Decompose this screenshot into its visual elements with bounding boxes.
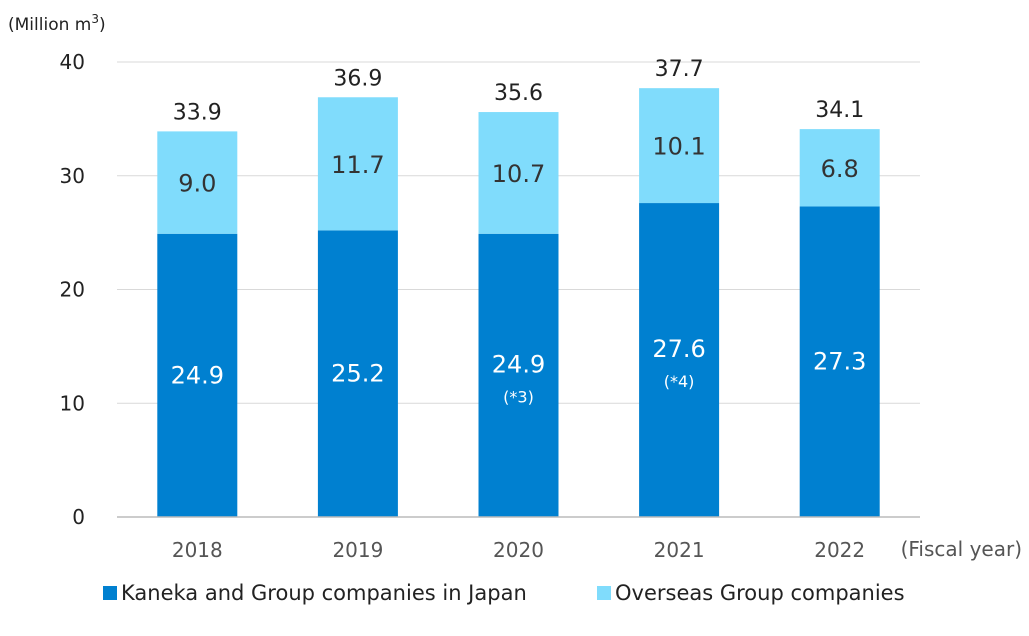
bar-segment-overseas	[317, 97, 398, 231]
x-tick-label: 2018	[172, 538, 223, 562]
data-label-overseas: 6.8	[821, 155, 859, 183]
data-label-total: 37.7	[655, 57, 704, 82]
x-tick-label: 2019	[332, 538, 383, 562]
y-tick-label: 20	[60, 278, 85, 302]
data-label-overseas: 9.0	[178, 170, 216, 198]
data-label-note: (*3)	[503, 387, 534, 406]
y-tick-label: 0	[72, 505, 85, 529]
data-label-total: 35.6	[494, 81, 543, 106]
x-axis-labels: 2018 2019 2020 2021 2022	[172, 538, 865, 562]
bar-segment-overseas	[478, 112, 559, 234]
x-tick-label: 2020	[493, 538, 544, 562]
data-label-overseas: 10.1	[652, 133, 705, 161]
bar-segment-japan	[799, 206, 880, 517]
bar-segment-japan	[639, 203, 720, 518]
y-axis-unit-label: (Million m3)	[8, 12, 106, 35]
data-label-total: 34.1	[815, 98, 864, 123]
data-label-japan: 24.9	[492, 350, 545, 378]
bar-segment-japan	[478, 233, 559, 517]
legend-swatch-japan	[103, 586, 117, 600]
data-label-japan: 24.9	[171, 361, 224, 389]
x-tick-label: 2022	[814, 538, 865, 562]
bar-segment-japan	[317, 230, 398, 517]
bar-segment-japan	[157, 233, 238, 517]
legend: Kaneka and Group companies in Japan Overs…	[103, 581, 905, 605]
x-tick-label: 2021	[654, 538, 705, 562]
bar-segment-overseas	[799, 129, 880, 207]
data-label-overseas: 11.7	[331, 151, 384, 179]
x-axis-unit-label: (Fiscal year)	[901, 537, 1022, 561]
data-label-overseas: 10.7	[492, 160, 545, 188]
legend-swatch-overseas	[597, 586, 611, 600]
y-tick-label: 10	[60, 391, 85, 415]
legend-label-japan: Kaneka and Group companies in Japan	[121, 581, 527, 605]
y-tick-label: 40	[60, 50, 85, 74]
data-label-japan: 25.2	[331, 360, 384, 388]
bars: 24.9 9.0 33.9 25.2 11.7 36.9 24.9 (*3) 10.7 35.6 2…	[157, 57, 880, 518]
legend-label-overseas: Overseas Group companies	[615, 581, 905, 605]
bar-segment-overseas	[639, 88, 720, 204]
data-label-japan: 27.3	[813, 348, 866, 376]
data-label-note: (*4)	[664, 372, 695, 391]
data-label-japan: 27.6	[652, 335, 705, 363]
y-tick-label: 30	[60, 164, 85, 188]
data-label-total: 36.9	[333, 66, 382, 91]
bar-segment-overseas	[157, 131, 238, 234]
data-label-total: 33.9	[173, 100, 222, 125]
y-axis-ticks: 0 10 20 30 40	[60, 50, 85, 529]
